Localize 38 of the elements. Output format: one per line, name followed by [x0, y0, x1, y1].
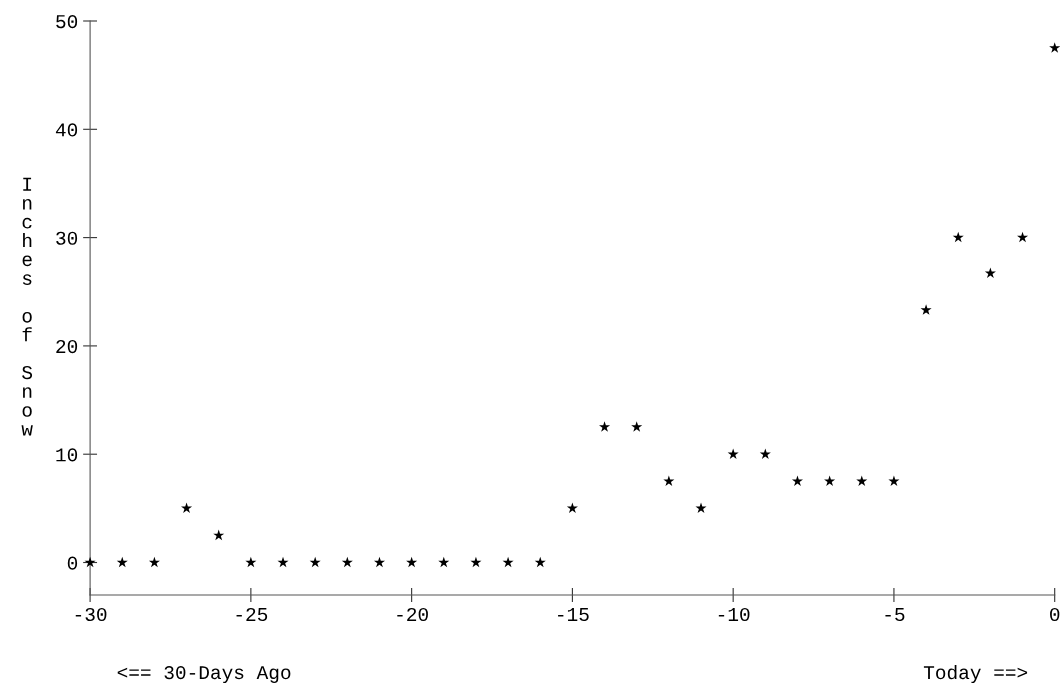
y-tick-label: 10	[56, 448, 78, 462]
point	[148, 556, 160, 568]
point	[566, 502, 578, 514]
point	[888, 475, 900, 486]
point	[406, 556, 418, 568]
y-tick-label: 50	[56, 15, 78, 29]
x-tick-label: -25	[236, 607, 268, 622]
text: Inches of Snow	[21, 177, 33, 436]
y-tick-label: 20	[56, 339, 78, 354]
point	[727, 448, 739, 459]
point	[984, 267, 996, 279]
point	[116, 556, 128, 568]
point	[824, 475, 836, 486]
point	[1017, 231, 1029, 243]
point	[373, 556, 386, 568]
y-tick-label: 30	[56, 231, 78, 245]
point	[759, 448, 771, 459]
x-tick-label: -10	[718, 607, 750, 622]
x-tick-label: -20	[397, 607, 428, 622]
point	[920, 304, 932, 315]
point	[341, 556, 353, 568]
point	[856, 475, 868, 486]
point	[599, 421, 611, 432]
y-tick-label: 40	[55, 123, 78, 137]
text: Today ==>	[923, 664, 1028, 684]
point	[791, 475, 803, 486]
point	[277, 556, 289, 568]
point	[663, 475, 675, 486]
point	[502, 556, 514, 568]
y-tick-label: 0	[67, 556, 78, 570]
x-tick-label: -15	[558, 608, 589, 622]
point	[213, 529, 225, 541]
text: <== 30-Days Ago	[117, 665, 291, 684]
x-tick-label: -30	[75, 607, 107, 622]
x-tick-label: -5	[885, 608, 905, 622]
x-tick-label: 0	[1050, 607, 1060, 622]
point	[1049, 42, 1060, 53]
point	[631, 421, 643, 432]
